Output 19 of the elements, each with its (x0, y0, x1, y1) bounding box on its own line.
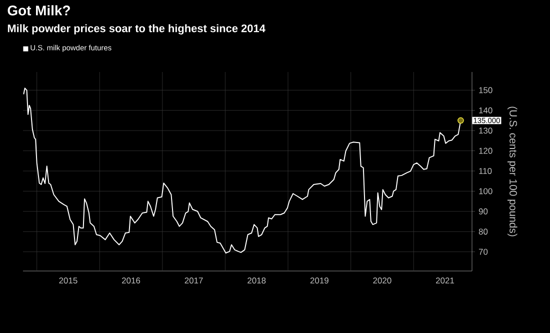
chart-subtitle: Milk powder prices soar to the highest since 2014 (8, 24, 266, 34)
y-axis-title: (U.S. cents per 100 pounds) (508, 106, 518, 236)
y-tick-label: 140 (479, 107, 492, 114)
x-tick-label: 2015 (59, 278, 78, 284)
y-tick-label: 130 (479, 128, 492, 134)
y-tick-label: 70 (478, 248, 488, 255)
x-tick-label: 2019 (310, 278, 328, 284)
x-tick-label: 2021 (436, 278, 454, 284)
y-tick-label: 100 (479, 188, 492, 194)
chart-title: Got Milk? (8, 5, 70, 16)
x-tick-label: 2016 (122, 278, 140, 284)
y-tick-label: 110 (479, 168, 492, 174)
y-tick-label: 80 (478, 228, 488, 235)
y-tick-label: 90 (478, 208, 488, 214)
x-tick-label: 2017 (184, 278, 203, 284)
x-tick-label: 2020 (373, 278, 392, 284)
y-tick-label: 150 (479, 87, 492, 94)
y-tick-label: 120 (479, 148, 492, 154)
x-tick-label: 2018 (248, 278, 266, 284)
